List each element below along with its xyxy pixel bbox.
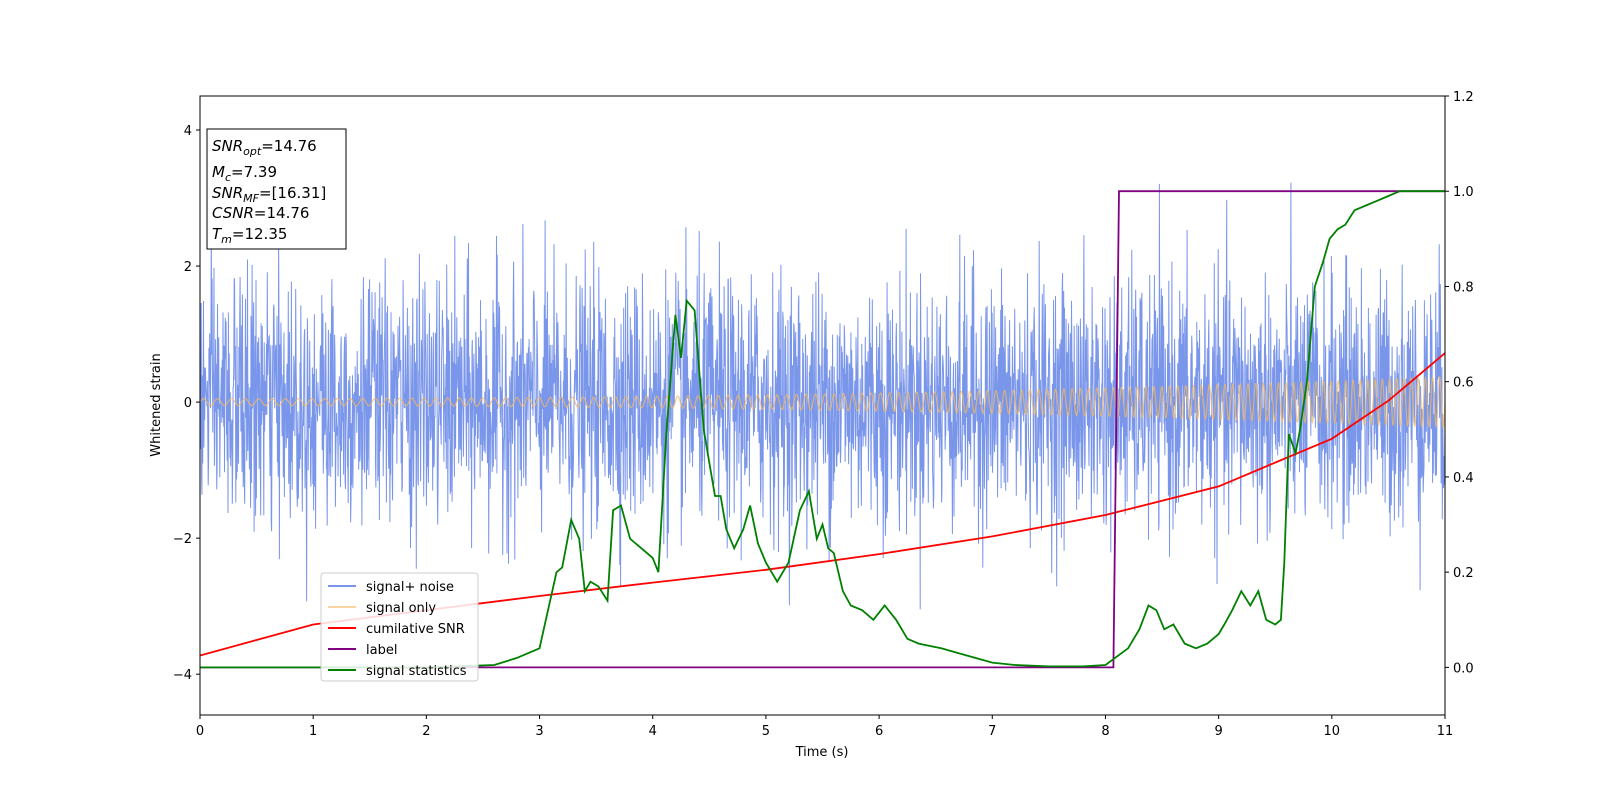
info-line-snr-mf: SNRMF=[16.31] <box>212 184 326 205</box>
series-label-line <box>200 190 1445 669</box>
x-tick-label: 11 <box>1437 724 1454 739</box>
legend-label: label <box>366 643 397 658</box>
y2-tick-label: 0.6 <box>1453 376 1474 391</box>
info-line-csnr: CSNR=14.76 <box>212 204 309 222</box>
x-tick-label: 5 <box>762 724 770 739</box>
x-tick-label: 7 <box>988 724 996 739</box>
info-box-frame <box>206 128 347 250</box>
y-tick-label: 2 <box>184 260 192 275</box>
legend-label: signal only <box>366 601 436 616</box>
y-axis-left: −4 −2 0 2 4 <box>173 124 200 683</box>
series-signal-statistics-line <box>200 190 1445 669</box>
info-line-tm: Tm=12.35 <box>212 225 287 246</box>
x-tick-label: 1 <box>309 724 317 739</box>
legend-label: signal+ noise <box>366 580 454 595</box>
y-tick-label: −4 <box>173 668 192 683</box>
x-tick-label: 0 <box>196 724 204 739</box>
y-tick-label: 4 <box>184 124 192 139</box>
y2-tick-label: 0.2 <box>1453 566 1474 581</box>
legend-frame <box>320 572 479 682</box>
x-tick-label: 4 <box>649 724 657 739</box>
x-tick-label: 2 <box>422 724 430 739</box>
legend-label: signal statistics <box>366 664 467 679</box>
y2-tick-label: 0.4 <box>1453 471 1474 486</box>
series-signal-noise-line <box>200 182 1445 610</box>
x-tick-label: 8 <box>1101 724 1109 739</box>
x-tick-label: 9 <box>1214 724 1222 739</box>
y-axis-right: 0.0 0.2 0.4 0.6 0.8 1.0 1.2 <box>1445 90 1474 676</box>
legend: signal+ noise signal only cumilative SNR la… <box>320 572 479 682</box>
y2-tick-label: 1.2 <box>1453 90 1474 105</box>
axes-frame <box>199 95 1446 716</box>
x-tick-label: 6 <box>875 724 883 739</box>
y-tick-label: 0 <box>184 396 192 411</box>
info-line-snr-opt: SNRopt=14.76 <box>212 137 317 158</box>
y2-tick-label: 1.0 <box>1453 185 1474 200</box>
x-axis-label: Time (s) <box>795 745 849 760</box>
y2-tick-label: 0.0 <box>1453 661 1474 676</box>
y-tick-label: −2 <box>173 532 192 547</box>
info-line-mc: Mc=7.39 <box>212 163 277 184</box>
legend-label: cumilative SNR <box>366 622 465 637</box>
x-tick-label: 10 <box>1324 724 1341 739</box>
info-box: SNRopt=14.76 Mc=7.39 SNRMF=[16.31] CSNR=… <box>206 128 347 250</box>
x-axis: 0 1 2 3 4 5 6 7 8 9 10 11 <box>196 715 1453 739</box>
x-tick-label: 3 <box>535 724 543 739</box>
legend-entries: signal+ noise signal only cumilative SNR la… <box>328 580 467 679</box>
y2-tick-label: 0.8 <box>1453 280 1474 295</box>
y-axis-label: Whitened strain <box>149 353 164 456</box>
series-signal-only-line <box>200 375 1445 429</box>
